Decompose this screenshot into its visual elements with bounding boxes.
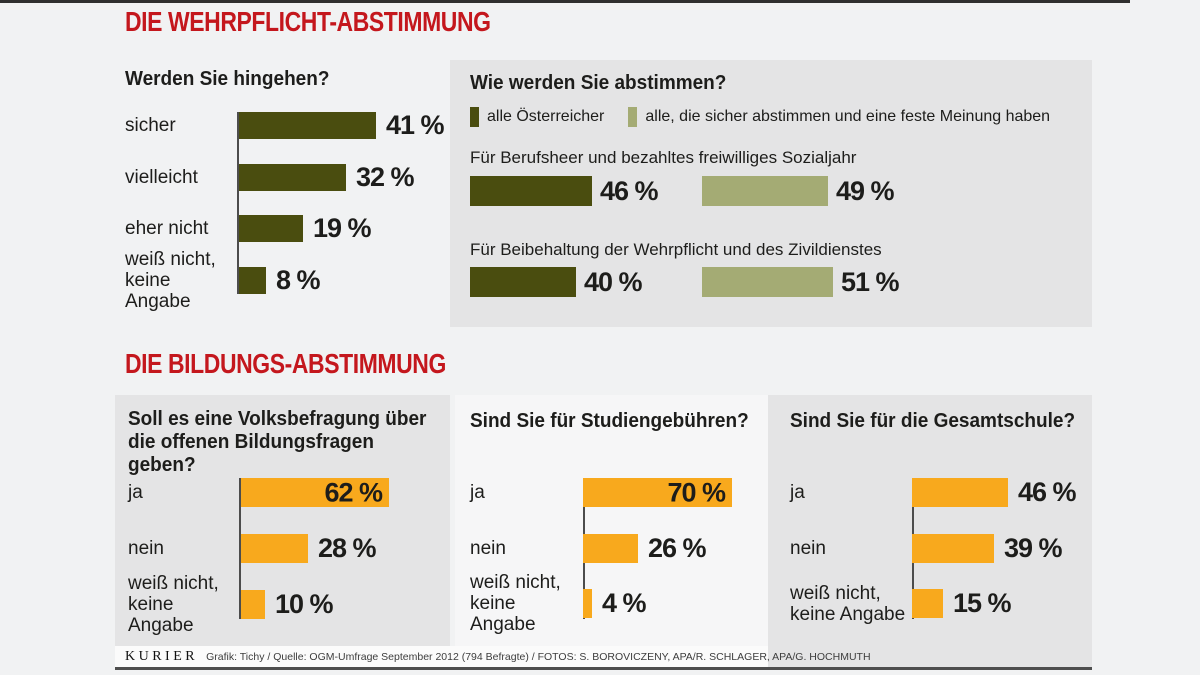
bottom-rule	[115, 667, 1092, 670]
bar-value: 28 %	[318, 533, 377, 563]
bar	[470, 267, 576, 297]
panel-gesamtschule: Sind Sie für die Gesamtschule? ja 46 % nei…	[768, 395, 1092, 667]
legend-label: alle, die sicher abstimmen und eine fest…	[645, 108, 1051, 125]
chart-volksbefragung-axis	[239, 478, 241, 619]
group-bar-row: 46 % 49 %	[470, 176, 1070, 206]
top-rule	[0, 0, 1130, 3]
bar-row: nein 39 %	[790, 532, 1063, 563]
section1-title: DIE WEHRPFLICHT-ABSTIMMUNG	[125, 6, 491, 37]
group-label: Für Berufsheer und bezahltes freiwillige…	[470, 148, 857, 167]
group-label: Für Beibehaltung der Wehrpflicht und des…	[470, 240, 882, 259]
bar: 70 %	[583, 477, 732, 507]
bar-row: weiß nicht, keine Angabe 15 %	[790, 583, 1012, 625]
legend-item-all: alle Österreicher	[470, 107, 604, 127]
chart-hingehen-title: Werden Sie hingehen?	[125, 68, 330, 90]
footer-credits: Grafik: Tichy / Quelle: OGM-Umfrage Sept…	[206, 650, 871, 663]
bar-label: nein	[790, 537, 826, 559]
bar-label: ja	[790, 482, 805, 503]
bar	[583, 533, 638, 563]
chart-studiengebuehren-title: Sind Sie für Studiengebühren?	[470, 410, 749, 432]
chart-hingehen-axis	[237, 112, 239, 294]
bar-value: 8 %	[276, 265, 321, 296]
bar-row: ja 62 %	[128, 477, 389, 507]
bar-value: 19 %	[313, 213, 372, 244]
bar	[912, 533, 994, 563]
bar-value: 51 %	[841, 266, 900, 297]
legend-swatch-dark-olive	[470, 107, 479, 127]
bar-label: nein	[470, 537, 506, 559]
bar-value: 40 %	[584, 266, 643, 297]
bar	[241, 534, 308, 563]
footer: KURIER Grafik: Tichy / Quelle: OGM-Umfra…	[115, 646, 871, 667]
bar-label: eher nicht	[125, 218, 209, 240]
bar	[239, 163, 346, 191]
bar-label: weiß nicht, keine Angabe	[790, 582, 906, 625]
bar-value: 49 %	[836, 175, 895, 206]
bar-row: ja 46 %	[790, 477, 1077, 507]
bar-pair: 51 %	[702, 266, 900, 297]
bar-row: nein 26 %	[470, 532, 707, 563]
panel-studiengebuehren: Sind Sie für Studiengebühren? ja 70 % nein…	[455, 395, 768, 667]
bar-value: 39 %	[1004, 532, 1063, 563]
bar	[583, 589, 592, 618]
kurier-logo: KURIER	[125, 648, 199, 664]
bar	[239, 112, 376, 139]
bar-value: 10 %	[275, 589, 334, 619]
bar-value: 46 %	[1018, 477, 1077, 507]
bar	[239, 267, 266, 295]
bar-row: weiß nicht, keine Angabe 8 %	[125, 249, 321, 312]
bar-value: 70 %	[667, 477, 726, 507]
bar	[702, 176, 828, 206]
bar-value: 15 %	[953, 588, 1012, 618]
bar-row: sicher 41 %	[125, 110, 445, 140]
bar-row: eher nicht 19 %	[125, 213, 372, 244]
bar-value: 4 %	[602, 588, 647, 618]
bar	[702, 267, 833, 297]
bar: 62 %	[241, 477, 389, 507]
bar-value: 26 %	[648, 532, 707, 563]
bar	[912, 478, 1008, 507]
legend-swatch-light-olive	[628, 107, 638, 127]
bar-label: ja	[128, 482, 143, 503]
bar-label: weiß nicht, keine Angabe	[125, 249, 216, 313]
bar-row: vielleicht 32 %	[125, 161, 415, 192]
legend-label: alle Österreicher	[487, 108, 605, 125]
group-bar-row: 40 % 51 %	[470, 267, 1070, 297]
bar	[239, 215, 303, 243]
bar-value: 46 %	[600, 175, 659, 206]
bar-label: weiß nicht, keine Angabe	[470, 572, 561, 635]
legend: alle Österreicher alle, die sicher absti…	[470, 107, 1050, 127]
bar-row: weiß nicht, keine Angabe 4 %	[470, 572, 647, 635]
bar	[912, 589, 943, 618]
bar-label: sicher	[125, 115, 176, 136]
bar-pair: 46 %	[470, 175, 659, 206]
bar-value: 62 %	[324, 477, 383, 507]
panel-abstimmen: Wie werden Sie abstimmen? alle Österreic…	[450, 60, 1092, 327]
chart-volksbefragung-title: Soll es eine Volksbefragung über die off…	[128, 408, 427, 476]
panel-volksbefragung: Soll es eine Volksbefragung über die off…	[115, 395, 450, 646]
bar-value: 41 %	[386, 110, 445, 140]
legend-item-decided: alle, die sicher abstimmen und eine fest…	[628, 107, 1050, 127]
bar-row: weiß nicht, keine Angabe 10 %	[128, 573, 334, 636]
bar-value: 32 %	[356, 161, 415, 192]
bar	[470, 176, 592, 206]
bar-label: vielleicht	[125, 166, 198, 188]
section2-title: DIE BILDUNGS-ABSTIMMUNG	[125, 348, 446, 379]
bar-row: nein 28 %	[128, 533, 377, 563]
bar-label: nein	[128, 538, 164, 559]
chart-hingehen: Werden Sie hingehen? sicher 41 % vielleich…	[125, 68, 445, 318]
bar-pair: 40 %	[470, 266, 643, 297]
bar-label: weiß nicht, keine Angabe	[128, 573, 219, 636]
bar	[241, 590, 265, 619]
chart-abstimmen-title: Wie werden Sie abstimmen?	[470, 72, 727, 94]
bar-row: ja 70 %	[470, 477, 732, 507]
bar-pair: 49 %	[702, 175, 895, 206]
bar-label: ja	[470, 482, 485, 503]
chart-gesamtschule-title: Sind Sie für die Gesamtschule?	[790, 410, 1076, 432]
